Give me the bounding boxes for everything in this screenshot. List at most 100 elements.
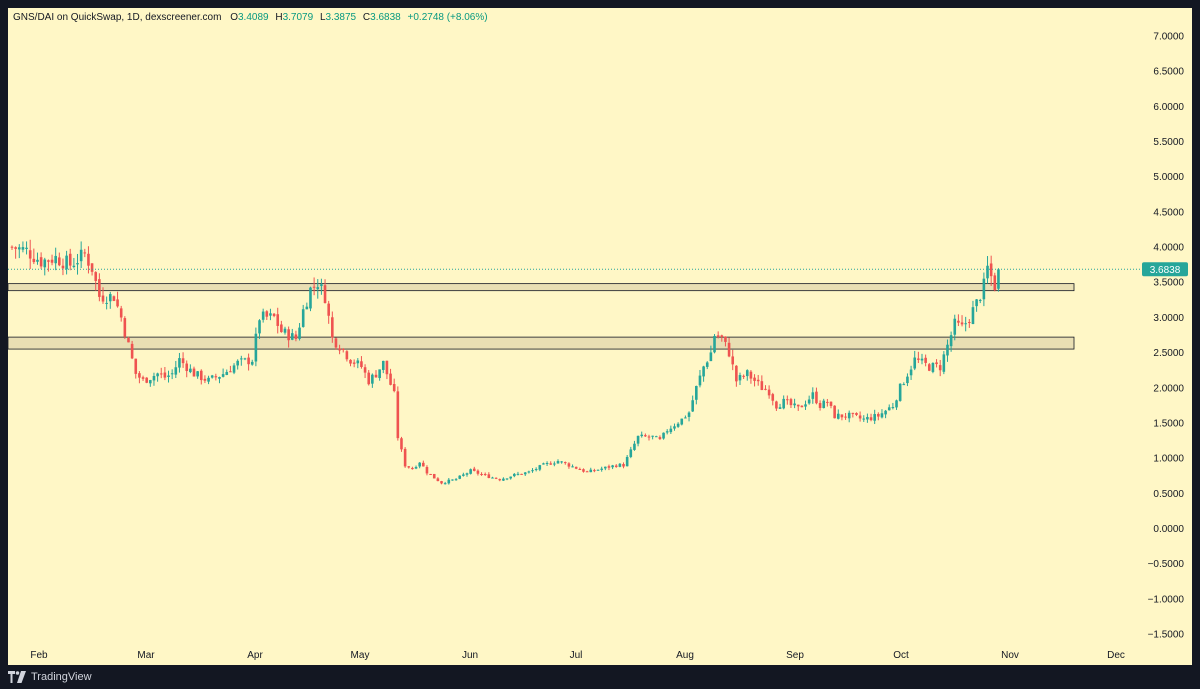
candle — [665, 429, 669, 435]
candle — [436, 477, 440, 482]
candle — [345, 350, 349, 362]
candle — [509, 476, 512, 480]
candle — [214, 373, 218, 381]
plot-background — [8, 8, 1140, 665]
y-tick-label: 4.5000 — [1153, 207, 1184, 218]
candle — [989, 255, 993, 287]
symbol-title[interactable]: GNS/DAI on QuickSwap, 1D, dexscreener.co… — [13, 12, 222, 23]
candle — [210, 374, 214, 379]
candle — [909, 365, 913, 380]
candle — [305, 302, 309, 310]
candle — [152, 372, 156, 386]
candle — [116, 291, 119, 308]
candle — [786, 395, 789, 405]
candle — [134, 358, 138, 379]
candle — [170, 369, 174, 380]
candle — [65, 250, 68, 275]
zone-1[interactable] — [8, 283, 1075, 292]
candle — [261, 308, 265, 323]
candle — [487, 472, 491, 479]
candle — [891, 402, 895, 410]
candle — [505, 478, 509, 481]
candle — [855, 412, 858, 417]
candle — [549, 461, 553, 465]
footer-bar — [0, 665, 1200, 689]
candle — [454, 478, 458, 481]
candle — [411, 466, 414, 470]
candle — [123, 316, 127, 339]
candle — [483, 472, 487, 476]
candle — [887, 404, 891, 411]
candle — [356, 358, 360, 369]
candle — [254, 327, 258, 367]
candle — [32, 248, 36, 265]
candle — [43, 257, 47, 276]
low-label: L — [319, 12, 326, 23]
candle — [203, 375, 207, 384]
candle — [527, 470, 531, 474]
candle — [316, 279, 320, 299]
candle — [764, 385, 767, 391]
candle — [472, 466, 476, 472]
price-chart[interactable]: 7.0000 6.5000 6.0000 5.5000 5.0000 4.5000 4.00… — [8, 8, 1192, 665]
tradingview-logo-icon — [8, 671, 26, 683]
candle — [374, 370, 378, 378]
candle — [159, 367, 163, 379]
candle — [101, 287, 105, 304]
close-label: C — [362, 12, 371, 23]
candle — [513, 473, 516, 478]
candle — [993, 272, 997, 292]
candle — [320, 278, 323, 295]
candle — [869, 413, 873, 422]
candle — [636, 435, 640, 447]
candle — [698, 369, 702, 388]
zone-2[interactable] — [8, 336, 1075, 350]
candle — [323, 279, 327, 304]
candle — [76, 253, 79, 275]
candle — [695, 385, 698, 405]
candle — [61, 258, 65, 276]
candle — [964, 316, 967, 332]
candle — [771, 392, 775, 406]
candle — [443, 481, 447, 485]
y-tick-label: −1.0000 — [1148, 594, 1185, 605]
candle — [108, 291, 112, 309]
candle — [895, 399, 898, 410]
y-tick-label: −1.5000 — [1148, 630, 1185, 641]
candle — [709, 345, 713, 362]
candle — [221, 368, 225, 378]
candle — [25, 241, 28, 255]
candle — [833, 405, 836, 419]
candle — [604, 466, 607, 471]
candle — [298, 323, 301, 341]
candle — [600, 466, 603, 472]
candle — [196, 371, 199, 379]
candle — [352, 359, 356, 368]
last-price-value: 3.6838 — [1150, 265, 1181, 276]
candle — [724, 336, 727, 347]
high-label: H — [275, 12, 283, 23]
y-tick-label: 1.0000 — [1153, 454, 1184, 465]
candle — [629, 446, 633, 459]
candle — [760, 375, 764, 391]
high-value: 3.7079 — [282, 12, 314, 23]
candle — [520, 473, 523, 475]
candle — [338, 344, 341, 355]
brand-name: TradingView — [31, 671, 92, 683]
candle — [942, 351, 946, 375]
candle — [782, 395, 785, 410]
candle — [702, 365, 705, 382]
candle — [978, 298, 982, 304]
candle — [178, 352, 181, 373]
candle — [87, 246, 90, 274]
candle — [545, 461, 549, 467]
candle — [491, 476, 494, 479]
x-tick-label: Jun — [462, 650, 478, 661]
y-tick-label: 2.5000 — [1153, 348, 1184, 359]
tradingview-brand[interactable]: TradingView — [8, 669, 92, 685]
candle — [341, 348, 345, 353]
candle — [349, 359, 352, 367]
candle — [47, 259, 50, 272]
candle — [50, 254, 54, 266]
candle — [738, 372, 742, 386]
